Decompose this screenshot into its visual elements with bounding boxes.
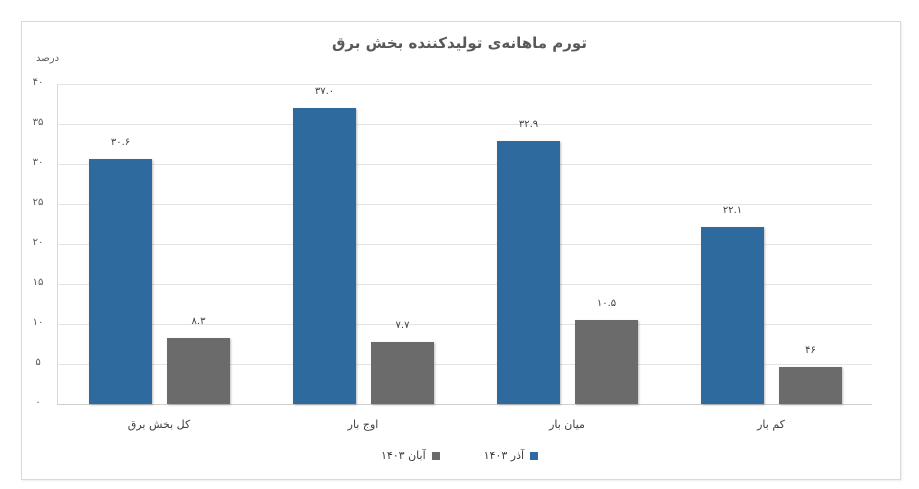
x-category-label: کل بخش برق xyxy=(127,418,191,431)
data-label: ۸.۳ xyxy=(191,315,206,327)
data-label: ۴۶ xyxy=(805,345,816,357)
y-tick-label: ۳۵ xyxy=(32,117,44,128)
bar xyxy=(701,227,764,404)
y-tick-label: ۵ xyxy=(35,357,41,368)
gridline xyxy=(57,164,872,165)
y-tick-label: ۳۰ xyxy=(32,157,44,168)
bar xyxy=(293,108,356,404)
bar xyxy=(575,320,638,404)
y-tick-label: ۲۰ xyxy=(32,237,44,248)
legend-label: آبان ۱۴۰۳ xyxy=(380,449,426,462)
data-label: ۷.۷ xyxy=(395,320,410,332)
x-category-label: اوج بار xyxy=(347,418,379,431)
y-tick-label: ۱۰ xyxy=(32,317,44,328)
y-tick-label: ۴۰ xyxy=(32,77,44,88)
bar xyxy=(167,337,230,404)
x-axis-line xyxy=(57,404,872,405)
legend-swatch-gray xyxy=(431,451,440,460)
plot-area: ۳۰.۶ ۸.۳ ۳۷.۰ ۷.۷ ۳۲.۹ ۱۰.۵ ۲۲.۱ ۴۶ xyxy=(57,84,872,405)
legend-item-aban: آبان ۱۴۰۳ xyxy=(381,449,440,462)
bar xyxy=(779,367,842,404)
legend-label: آذر ۱۴۰۳ xyxy=(483,449,525,462)
x-category-label: کم بار xyxy=(757,418,785,431)
data-label: ۳۰.۶ xyxy=(110,137,131,149)
legend: آذر ۱۴۰۳ آبان ۱۴۰۳ xyxy=(0,449,919,462)
chart-title: تورم ماهانه‌ی تولیدکننده بخش برق xyxy=(332,34,587,52)
gridline xyxy=(57,204,872,205)
gridline xyxy=(57,324,872,325)
gridline xyxy=(57,244,872,245)
data-label: ۲۲.۱ xyxy=(722,205,743,217)
y-axis-line xyxy=(57,84,58,404)
data-label: ۱۰.۵ xyxy=(596,298,617,309)
y-tick-label: ۲۵ xyxy=(32,197,44,208)
x-category-label: میان بار xyxy=(549,418,585,431)
bar xyxy=(89,159,152,404)
gridline xyxy=(57,364,872,365)
bar xyxy=(371,342,434,404)
data-label: ۳۲.۹ xyxy=(518,118,539,130)
data-label: ۳۷.۰ xyxy=(314,86,335,97)
y-tick-label: ۰ xyxy=(35,397,41,408)
y-axis-label: درصد xyxy=(36,53,60,64)
gridline xyxy=(57,284,872,285)
y-tick-label: ۱۵ xyxy=(32,277,44,288)
gridline xyxy=(57,84,872,85)
legend-swatch-blue xyxy=(530,451,539,460)
gridline xyxy=(57,124,872,125)
bar xyxy=(497,140,560,404)
legend-item-azar: آذر ۱۴۰۳ xyxy=(483,449,539,462)
